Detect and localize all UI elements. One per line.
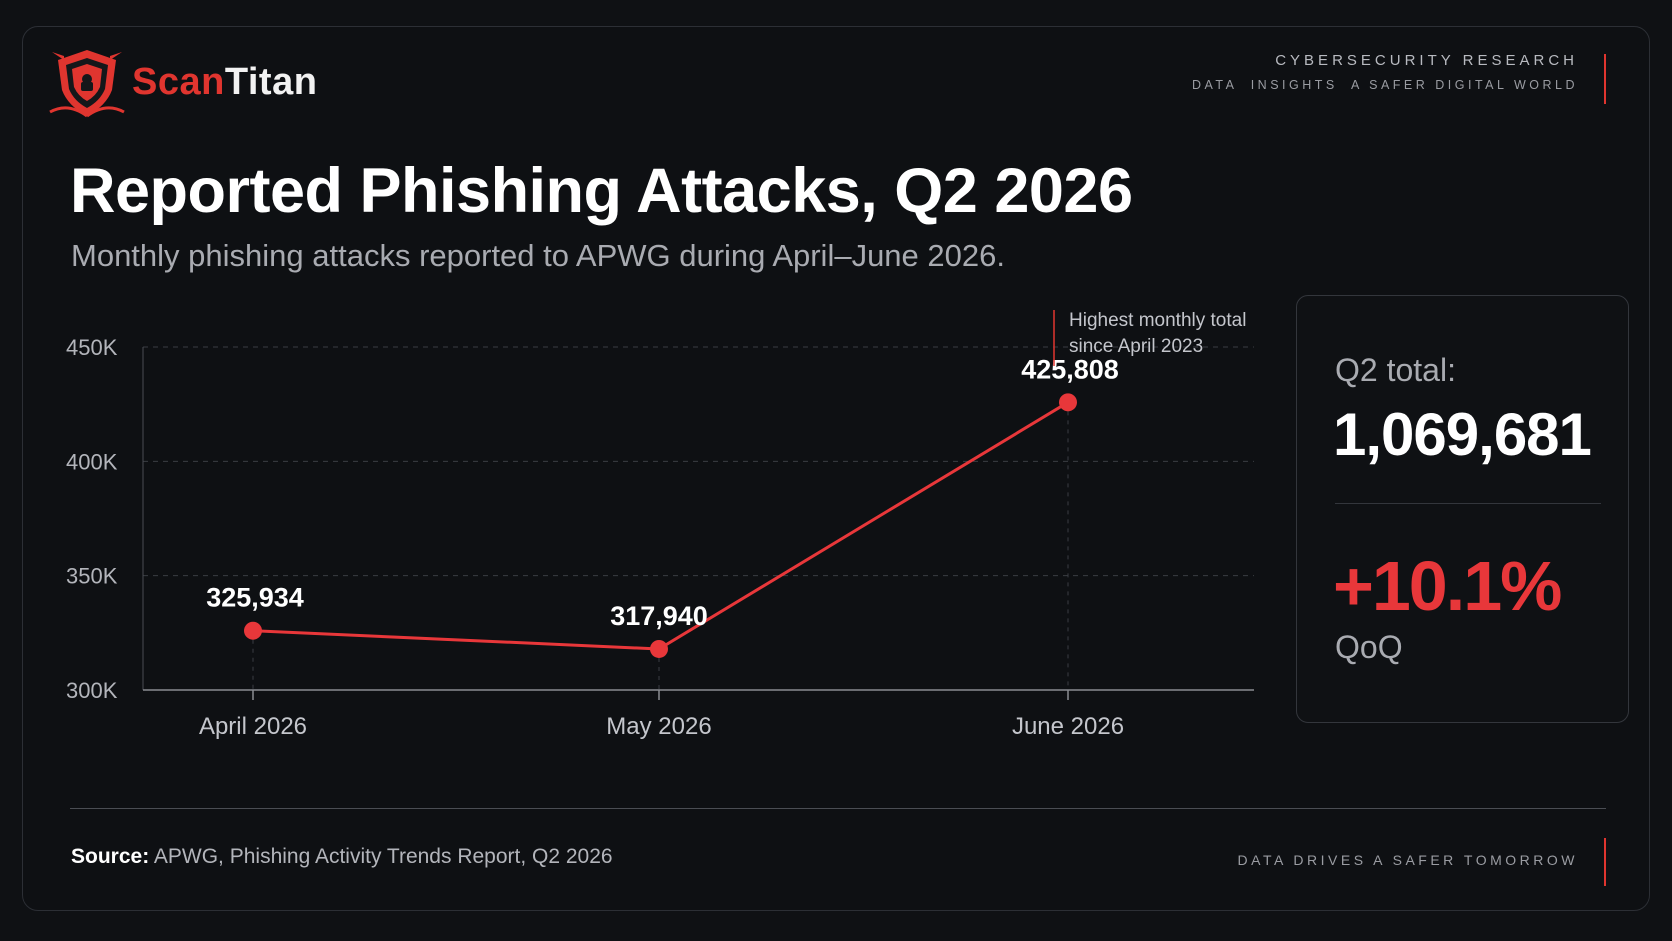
x-tick-label: June 2026 xyxy=(1012,713,1124,740)
q2-total-value: 1,069,681 xyxy=(1333,401,1592,468)
footer-divider xyxy=(70,808,1606,809)
y-tick-label: 400K xyxy=(66,449,118,474)
data-label: 325,934 xyxy=(206,583,304,613)
source-text: APWG, Phishing Activity Trends Report, Q… xyxy=(153,845,613,868)
accent-bar-top xyxy=(1604,54,1606,104)
annotation-text: since April 2023 xyxy=(1069,336,1203,357)
source-label: Source: xyxy=(71,845,150,868)
q2-total-label: Q2 total: xyxy=(1335,352,1456,388)
data-label: 425,808 xyxy=(1021,354,1119,384)
data-point xyxy=(244,621,262,640)
data-point xyxy=(1059,393,1077,412)
header-line2: DATA INSIGHTS A SAFER DIGITAL WORLD xyxy=(1191,78,1578,92)
shield-icon xyxy=(49,50,125,118)
brand-wordmark: ScanTitan xyxy=(132,63,317,101)
x-tick-label: May 2026 xyxy=(606,713,711,740)
kpi-panel: Q2 total: 1,069,681 +10.1% QoQ xyxy=(1296,295,1629,723)
data-label: 317,940 xyxy=(610,601,708,631)
source-note: Source: APWG, Phishing Activity Trends R… xyxy=(71,845,613,869)
chart-subtitle: Monthly phishing attacks reported to APW… xyxy=(71,238,1005,273)
kpi-divider xyxy=(1335,503,1601,504)
brand-logo: ScanTitan xyxy=(48,42,317,122)
qoq-change-label: QoQ xyxy=(1335,629,1403,665)
accent-bar-bottom xyxy=(1604,838,1606,886)
data-point xyxy=(650,639,668,658)
brand-name-part2: Titan xyxy=(224,61,318,103)
chart-title: Reported Phishing Attacks, Q2 2026 xyxy=(70,156,1133,226)
line-chart: 300K 350K 400K 450K April 2026 May 2026 June 2… xyxy=(66,310,1254,740)
header-tagline: CYBERSECURITY RESEARCH DATA INSIGHTS A S… xyxy=(1192,52,1578,92)
header-line1: CYBERSECURITY RESEARCH xyxy=(1275,52,1578,69)
qoq-change-value: +10.1% xyxy=(1333,547,1562,625)
annotation-text: Highest monthly total xyxy=(1069,310,1246,331)
y-tick-label: 300K xyxy=(66,678,118,703)
x-tick-label: April 2026 xyxy=(199,713,307,740)
y-tick-label: 450K xyxy=(66,335,118,360)
brand-name-part1: Scan xyxy=(132,61,225,103)
y-tick-label: 350K xyxy=(66,564,118,589)
footer-tagline: DATA DRIVES A SAFER TOMORROW xyxy=(1237,852,1578,868)
